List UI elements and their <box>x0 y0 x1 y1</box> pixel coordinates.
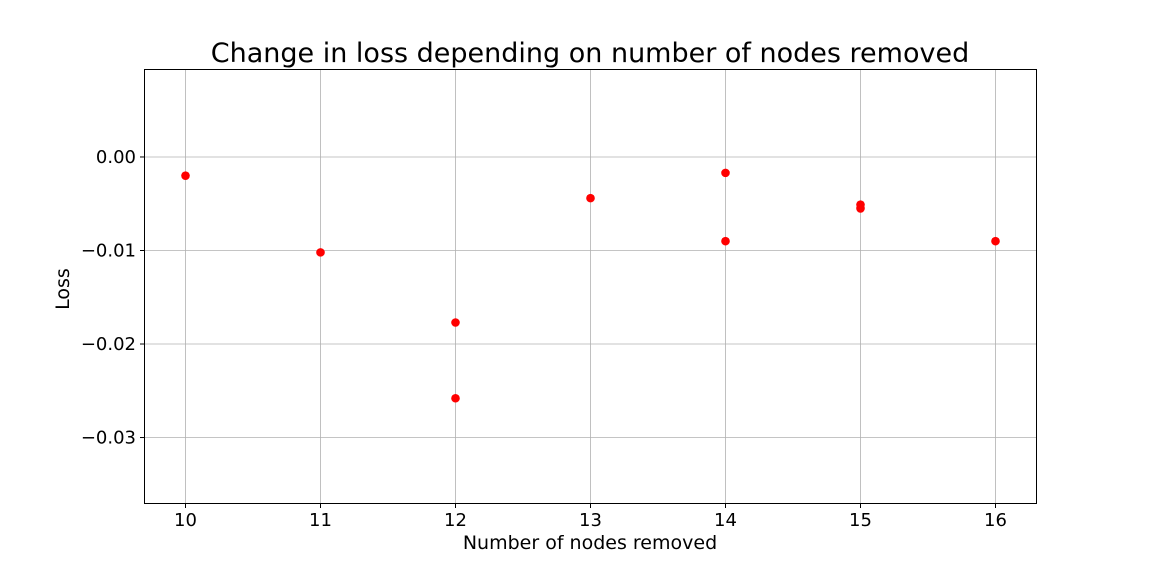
y-tick-label: −0.02 <box>81 334 136 355</box>
y-axis-label: Loss <box>52 268 74 310</box>
x-tick-label: 14 <box>714 510 737 531</box>
x-tick-label: 16 <box>984 510 1007 531</box>
grid-layer <box>145 70 1036 503</box>
y-tick-label: −0.01 <box>81 240 136 261</box>
plot-frame <box>144 69 1037 504</box>
data-point <box>721 236 730 246</box>
x-tick-label: 10 <box>174 510 197 531</box>
ticks-layer: 10 11 12 13 14 15 16 0.00 −0.01 −0.02 −0.03 <box>81 147 1007 531</box>
data-point <box>181 171 190 180</box>
chart-title: Change in loss depending on number of no… <box>211 38 969 69</box>
x-axis-label: Number of nodes removed <box>463 532 717 554</box>
x-tick-label: 13 <box>579 510 602 531</box>
x-tick-label: 11 <box>309 510 332 531</box>
data-point <box>451 393 460 403</box>
data-point <box>451 318 460 327</box>
data-point <box>856 204 865 213</box>
y-tick-label: 0.00 <box>96 147 136 168</box>
data-point <box>991 236 1000 246</box>
x-tick-label: 12 <box>444 510 467 531</box>
data-point <box>721 168 730 178</box>
points-layer <box>181 168 1000 403</box>
data-point <box>586 193 595 203</box>
x-tick-label: 15 <box>849 510 872 531</box>
y-tick-label: −0.03 <box>81 428 136 449</box>
data-point <box>316 248 325 257</box>
